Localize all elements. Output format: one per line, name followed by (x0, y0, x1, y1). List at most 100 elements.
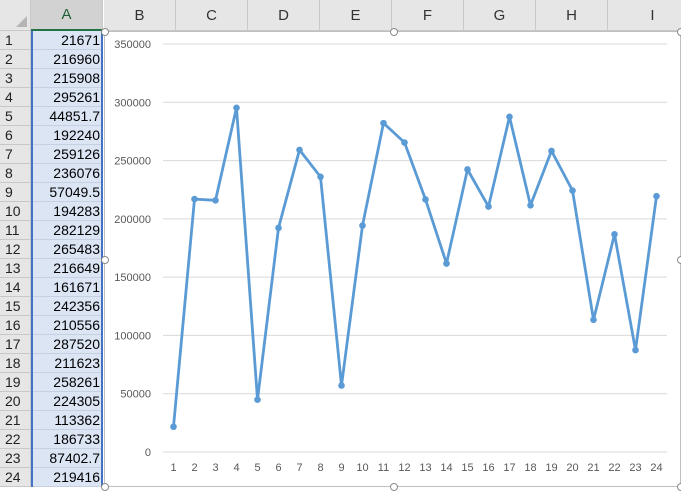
row-header-23[interactable]: 23 (0, 449, 31, 468)
resize-handle-mid-left[interactable] (101, 256, 109, 264)
column-header-g[interactable]: G (464, 0, 536, 31)
row-header-20[interactable]: 20 (0, 392, 31, 411)
cell-a24[interactable]: 219416 (31, 468, 103, 487)
cell-a17[interactable]: 287520 (31, 335, 103, 354)
column-header-i[interactable]: I (608, 0, 681, 31)
x-tick-label: 21 (587, 462, 599, 474)
row-header-14[interactable]: 14 (0, 278, 31, 297)
data-point[interactable] (254, 396, 261, 404)
cell-a14[interactable]: 161671 (31, 278, 103, 297)
row-header-24[interactable]: 24 (0, 468, 31, 487)
data-point[interactable] (611, 231, 618, 238)
x-tick-label: 1 (170, 462, 176, 474)
cell-a20[interactable]: 224305 (31, 392, 103, 411)
resize-handle-top-left[interactable] (101, 28, 109, 36)
x-tick-label: 15 (461, 462, 473, 474)
cell-a13[interactable]: 216649 (31, 259, 103, 278)
row-header-9[interactable]: 9 (0, 183, 31, 202)
data-point[interactable] (275, 224, 282, 232)
y-tick-label: 150000 (114, 272, 151, 284)
row-header-18[interactable]: 18 (0, 354, 31, 373)
data-point[interactable] (590, 316, 597, 324)
row-header-1[interactable]: 1 (0, 31, 31, 50)
row-header-11[interactable]: 11 (0, 221, 31, 240)
data-point[interactable] (506, 113, 513, 121)
data-point[interactable] (233, 104, 240, 112)
row-header-16[interactable]: 16 (0, 316, 31, 335)
cell-a4[interactable]: 295261 (31, 88, 103, 107)
cell-a15[interactable]: 242356 (31, 297, 103, 316)
row-header-12[interactable]: 12 (0, 240, 31, 259)
row-header-13[interactable]: 13 (0, 259, 31, 278)
data-point[interactable] (464, 166, 471, 173)
cell-a5[interactable]: 44851.7 (31, 107, 103, 126)
cell-a9[interactable]: 57049.5 (31, 183, 103, 202)
column-header-f[interactable]: F (392, 0, 464, 31)
row-header-22[interactable]: 22 (0, 430, 31, 449)
cell-a1[interactable]: 21671 (31, 31, 103, 50)
data-point[interactable] (548, 147, 555, 155)
column-header-e[interactable]: E (320, 0, 392, 31)
resize-handle-bottom-right[interactable] (677, 483, 681, 491)
data-point[interactable] (632, 346, 639, 354)
resize-handle-top-right[interactable] (677, 28, 681, 36)
y-tick-label: 200000 (114, 214, 151, 226)
data-point[interactable] (569, 187, 576, 194)
row-header-4[interactable]: 4 (0, 88, 31, 107)
row-header-7[interactable]: 7 (0, 145, 31, 164)
data-point[interactable] (653, 192, 660, 200)
cell-a23[interactable]: 87402.7 (31, 449, 103, 468)
cell-a21[interactable]: 113362 (31, 411, 103, 430)
data-point[interactable] (359, 222, 366, 229)
data-point[interactable] (485, 203, 492, 210)
column-header-a[interactable]: A (31, 0, 103, 31)
data-point[interactable] (422, 196, 429, 203)
column-header-b[interactable]: B (104, 0, 176, 31)
cell-a12[interactable]: 265483 (31, 240, 103, 259)
row-header-10[interactable]: 10 (0, 202, 31, 221)
cell-a11[interactable]: 282129 (31, 221, 103, 240)
row-header-15[interactable]: 15 (0, 297, 31, 316)
row-header-19[interactable]: 19 (0, 373, 31, 392)
column-header-h[interactable]: H (536, 0, 608, 31)
data-point[interactable] (317, 173, 324, 181)
line-chart[interactable]: 0 50000 100000 150000 200000 250000 300000 3500… (101, 28, 681, 491)
resize-handle-bottom-mid[interactable] (389, 483, 398, 491)
column-header-d[interactable]: D (248, 0, 320, 31)
column-header-c[interactable]: C (176, 0, 248, 31)
series-line[interactable] (172, 106, 658, 429)
data-point[interactable] (401, 139, 408, 146)
cell-a8[interactable]: 236076 (31, 164, 103, 183)
data-point[interactable] (296, 146, 303, 154)
row-header-8[interactable]: 8 (0, 164, 31, 183)
data-point[interactable] (338, 382, 345, 389)
cell-a10[interactable]: 194283 (31, 202, 103, 221)
row-header-2[interactable]: 2 (0, 50, 31, 69)
data-point[interactable] (380, 119, 387, 127)
data-point[interactable] (191, 195, 198, 203)
row-header-5[interactable]: 5 (0, 107, 31, 126)
resize-handle-bottom-left[interactable] (101, 483, 109, 491)
resize-handle-mid-right[interactable] (677, 256, 681, 264)
cell-a19[interactable]: 258261 (31, 373, 103, 392)
x-tick-label: 2 (191, 462, 197, 474)
data-point[interactable] (170, 423, 177, 431)
resize-handle-top-mid[interactable] (389, 28, 398, 36)
cell-a7[interactable]: 259126 (31, 145, 103, 164)
cell-a6[interactable]: 192240 (31, 126, 103, 145)
row-header-3[interactable]: 3 (0, 69, 31, 88)
data-point[interactable] (527, 202, 534, 209)
y-tick-label: 100000 (114, 330, 151, 342)
select-all-button[interactable] (0, 0, 31, 31)
row-header-6[interactable]: 6 (0, 126, 31, 145)
row-header-17[interactable]: 17 (0, 335, 31, 354)
cell-a16[interactable]: 210556 (31, 316, 103, 335)
row-header-21[interactable]: 21 (0, 411, 31, 430)
data-point[interactable] (212, 197, 219, 204)
chart-plot-svg: 0 50000 100000 150000 200000 250000 300000 3500… (114, 39, 667, 474)
cell-a2[interactable]: 216960 (31, 50, 103, 69)
cell-a3[interactable]: 215908 (31, 69, 103, 88)
data-point[interactable] (443, 260, 450, 267)
cell-a22[interactable]: 186733 (31, 430, 103, 449)
cell-a18[interactable]: 211623 (31, 354, 103, 373)
